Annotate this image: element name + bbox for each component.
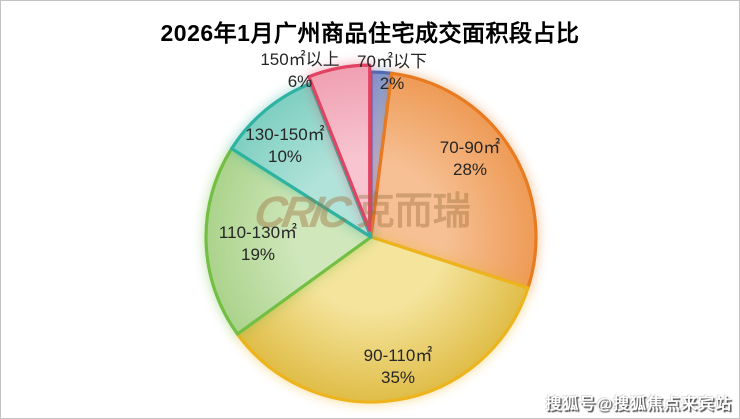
- slice-label-6: 150㎡以上 6%: [260, 50, 339, 91]
- slice-label-1: 70㎡以下 2%: [357, 52, 427, 93]
- pie-slice-6: [307, 63, 372, 232]
- pie-slice-2: [369, 71, 538, 290]
- pie-slice-3: [235, 235, 530, 404]
- pie-slice-5: [230, 82, 373, 239]
- pie-slice-4: [204, 147, 373, 336]
- slice-label-3: 90-110㎡ 35%: [364, 346, 433, 387]
- sohu-watermark: 搜狐号@搜狐焦点来宾站: [545, 396, 732, 413]
- slice-label-2: 70-90㎡ 28%: [440, 138, 500, 179]
- chart-title: 2026年1月广州商品住宅成交面积段占比: [160, 20, 580, 46]
- slice-label-5: 130-150㎡ 10%: [245, 125, 324, 166]
- slice-label-4: 110-130㎡ 19%: [219, 223, 297, 264]
